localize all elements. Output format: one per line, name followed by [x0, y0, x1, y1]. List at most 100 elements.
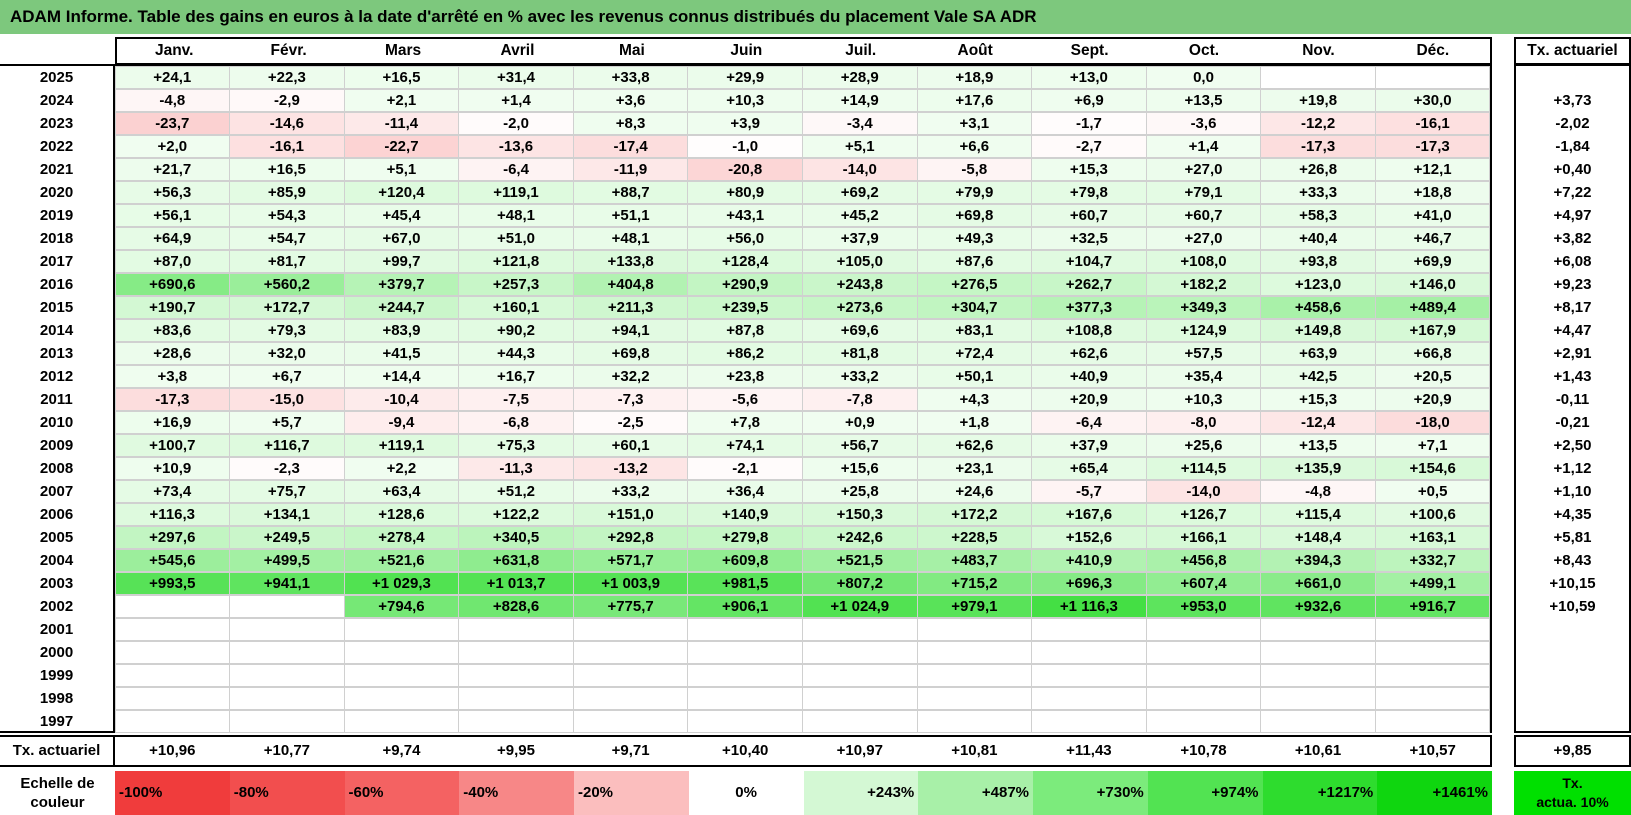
tx-actuariel-value: +7,22 — [1553, 184, 1592, 201]
table-cell: +133,8 — [572, 250, 689, 273]
table-cell: -7,8 — [801, 388, 918, 411]
table-cell: -11,4 — [343, 112, 460, 135]
year-label: 2007 — [0, 480, 115, 503]
table-cell: +696,3 — [1031, 572, 1147, 595]
table-row: 1999 — [0, 664, 1491, 687]
year-label: 2014 — [0, 319, 115, 342]
table-cell: +69,9 — [1374, 250, 1491, 273]
table-cell: +45,2 — [801, 204, 918, 227]
table-row: 2017 +87,0 +81,7 +99,7 +121,8 +133,8 +128,4 +10… — [0, 250, 1491, 273]
table-cell: +25,8 — [801, 480, 918, 503]
table-cell: +30,0 — [1374, 89, 1491, 112]
table-cell: +23,8 — [687, 365, 803, 388]
table-cell: +1 003,9 — [572, 572, 689, 595]
table-cell — [572, 664, 689, 687]
year-label: 2010 — [0, 411, 115, 434]
table-cell: +37,9 — [801, 227, 918, 250]
table-cell — [1145, 618, 1262, 641]
table-cell: +262,7 — [1031, 273, 1147, 296]
table-cell: +10,9 — [114, 457, 231, 480]
year-label: 2015 — [0, 296, 115, 319]
tx-actuariel-value: +10,59 — [1549, 598, 1596, 615]
table-cell — [1031, 618, 1147, 641]
table-cell: +88,7 — [572, 181, 689, 204]
table-cell — [1374, 618, 1491, 641]
table-cell: +83,9 — [343, 319, 460, 342]
table-cell: +456,8 — [1145, 549, 1262, 572]
month-header-1: Janv. — [154, 42, 194, 59]
table-cell: -14,0 — [1145, 480, 1262, 503]
table-cell: +1,4 — [458, 89, 574, 112]
table-cell: +69,8 — [572, 342, 689, 365]
tx-actuariel-value: +2,91 — [1553, 345, 1592, 362]
tx-actuariel-value: +0,40 — [1553, 161, 1592, 178]
year-label: 2000 — [0, 641, 115, 664]
table-cell: +290,9 — [687, 273, 803, 296]
year-label: 2012 — [0, 365, 115, 388]
table-cell: +715,2 — [916, 572, 1033, 595]
table-cell: -5,7 — [1031, 480, 1147, 503]
table-row: 2001 — [0, 618, 1491, 641]
table-row: 2013 +28,6 +32,0 +41,5 +44,3 +69,8 +86,2 +81,8 +… — [0, 342, 1491, 365]
table-cell: -2,9 — [229, 89, 345, 112]
color-scale-swatch: -100% — [115, 771, 230, 815]
tx-actuariel-value: -0,21 — [1555, 414, 1590, 431]
table-cell: +14,4 — [343, 365, 460, 388]
table-cell — [343, 687, 460, 710]
tx-actuariel-value: +4,97 — [1553, 207, 1592, 224]
table-cell: +22,3 — [229, 66, 345, 89]
table-cell — [801, 687, 918, 710]
table-cell — [458, 664, 574, 687]
color-scale-swatch: -60% — [344, 771, 460, 815]
table-cell: +18,9 — [916, 66, 1033, 89]
month-header-12: Déc. — [1416, 42, 1450, 59]
table-cell: +794,6 — [343, 595, 460, 618]
table-cell: +87,0 — [114, 250, 231, 273]
table-cell: +3,8 — [114, 365, 231, 388]
table-cell: +57,5 — [1145, 342, 1262, 365]
table-cell — [572, 618, 689, 641]
table-row: 2021 +21,7 +16,5 +5,1 -6,4 -11,9 -20,8 -14,0 -5,… — [0, 158, 1491, 181]
table-cell: +7,1 — [1374, 434, 1491, 457]
table-cell: +20,9 — [1031, 388, 1147, 411]
tx-actuariel-value: -0,11 — [1555, 391, 1590, 408]
footer-value: +10,77 — [263, 742, 311, 759]
table-cell — [458, 710, 574, 733]
table-cell: -2,3 — [229, 457, 345, 480]
table-cell: +18,8 — [1374, 181, 1491, 204]
table-row: 2020 +56,3 +85,9 +120,4 +119,1 +88,7 +80,9 +69,… — [0, 181, 1491, 204]
table-cell: +66,8 — [1374, 342, 1491, 365]
year-label: 2020 — [0, 181, 115, 204]
table-cell: +379,7 — [343, 273, 460, 296]
footer-value: +10,97 — [836, 742, 883, 759]
table-cell: +87,6 — [916, 250, 1033, 273]
table-cell: +941,1 — [229, 572, 345, 595]
table-cell: +74,1 — [687, 434, 803, 457]
table-cell: -3,6 — [1145, 112, 1262, 135]
table-cell: +5,1 — [801, 135, 918, 158]
table-cell: +29,9 — [687, 66, 803, 89]
table-cell: +123,0 — [1260, 273, 1376, 296]
table-cell: -15,0 — [229, 388, 345, 411]
table-cell — [114, 664, 231, 687]
footer-value: +10,78 — [1180, 742, 1227, 759]
table-cell: +32,2 — [572, 365, 689, 388]
table-cell: +211,3 — [572, 296, 689, 319]
color-scale-tx-label-2: actua. 10% — [1536, 794, 1609, 810]
table-cell: +521,5 — [801, 549, 918, 572]
table-cell: +51,1 — [572, 204, 689, 227]
table-cell: +32,0 — [229, 342, 345, 365]
table-cell: +149,8 — [1260, 319, 1376, 342]
tx-actuariel-value — [1516, 710, 1629, 733]
footer-value: +10,96 — [149, 742, 196, 759]
table-cell: +48,1 — [572, 227, 689, 250]
table-cell: +979,1 — [916, 595, 1033, 618]
table-cell: +128,6 — [343, 503, 460, 526]
table-cell: +607,4 — [1145, 572, 1262, 595]
table-cell: +115,4 — [1260, 503, 1376, 526]
color-scale-swatch: -40% — [459, 771, 574, 815]
year-label: 1999 — [0, 664, 115, 687]
table-cell — [801, 618, 918, 641]
table-cell — [916, 710, 1033, 733]
footer-value: +10,40 — [722, 742, 769, 759]
